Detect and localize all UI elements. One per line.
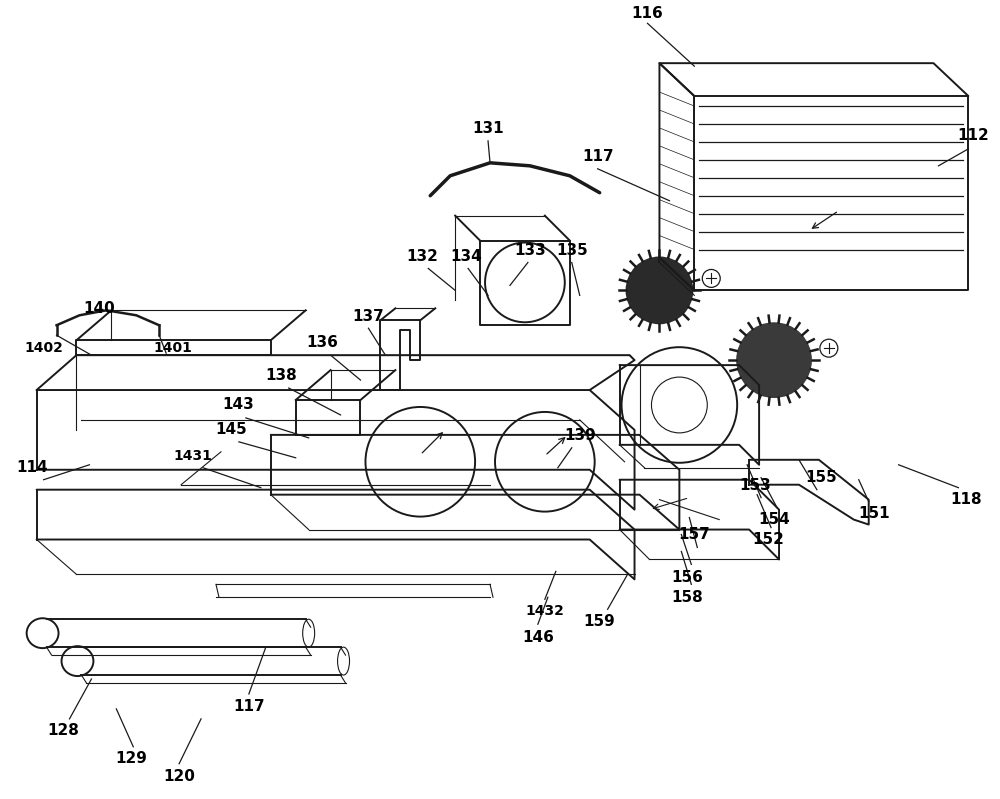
Text: 117: 117 <box>233 699 265 714</box>
Text: 138: 138 <box>265 368 297 383</box>
Text: 1401: 1401 <box>154 341 193 356</box>
Text: 133: 133 <box>514 243 546 258</box>
Text: 112: 112 <box>957 129 989 143</box>
Text: 135: 135 <box>556 243 588 258</box>
Text: 146: 146 <box>522 630 554 645</box>
Text: 153: 153 <box>739 478 771 493</box>
Text: 131: 131 <box>472 121 504 137</box>
Text: 156: 156 <box>671 570 703 585</box>
Text: 154: 154 <box>758 512 790 527</box>
Text: 139: 139 <box>564 428 596 443</box>
Text: 137: 137 <box>353 308 384 324</box>
Text: 140: 140 <box>84 300 115 316</box>
Text: 129: 129 <box>115 751 147 766</box>
Text: 1402: 1402 <box>24 341 63 356</box>
Text: 158: 158 <box>671 590 703 605</box>
Text: 159: 159 <box>584 614 616 629</box>
Text: 132: 132 <box>406 249 438 264</box>
Text: 134: 134 <box>450 249 482 264</box>
Text: 152: 152 <box>752 532 784 547</box>
Text: 120: 120 <box>163 769 195 784</box>
Text: 151: 151 <box>858 506 890 521</box>
Circle shape <box>736 322 812 398</box>
Text: 143: 143 <box>222 397 254 412</box>
Text: 118: 118 <box>951 492 982 507</box>
Text: 145: 145 <box>215 423 247 437</box>
Text: 157: 157 <box>678 527 710 542</box>
Text: 155: 155 <box>805 471 837 485</box>
Text: 136: 136 <box>307 335 339 350</box>
Text: 114: 114 <box>16 460 47 475</box>
Text: 1432: 1432 <box>525 604 564 618</box>
Circle shape <box>626 256 693 324</box>
Text: 128: 128 <box>48 723 79 738</box>
Text: 117: 117 <box>582 149 613 165</box>
Text: 1431: 1431 <box>174 449 213 463</box>
Text: 116: 116 <box>632 6 663 21</box>
